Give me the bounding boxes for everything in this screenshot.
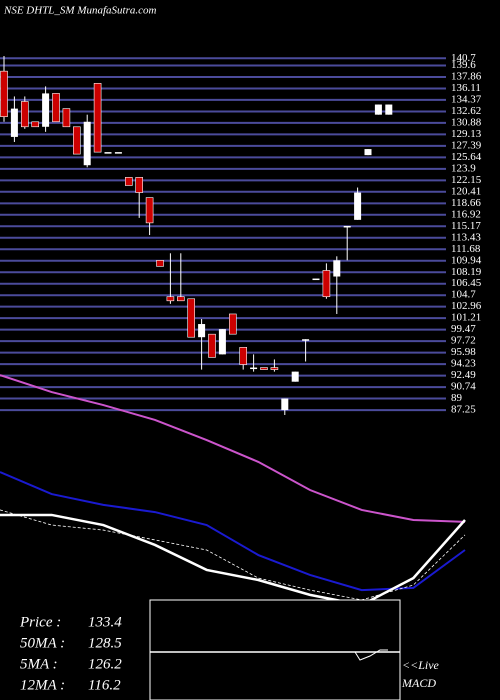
y-tick-label: 104.7 xyxy=(451,289,476,301)
ma-line xyxy=(0,509,466,601)
ma-line xyxy=(0,471,466,592)
candle-body xyxy=(218,329,226,355)
candle-body xyxy=(354,192,362,220)
y-tick-label: 95.98 xyxy=(451,346,476,358)
candle-body xyxy=(166,296,175,302)
candle-body xyxy=(42,93,50,127)
y-tick-label: 137.86 xyxy=(451,70,482,82)
live-label: <<Live xyxy=(402,658,440,672)
y-tick-label: 97.72 xyxy=(451,335,476,347)
candle-body xyxy=(125,177,133,186)
candle-body xyxy=(62,108,71,128)
candle-body xyxy=(270,367,279,370)
candle-body xyxy=(322,270,331,298)
chart-title: NSE DHTL_SM MunafaSutra.com xyxy=(3,5,157,17)
y-tick-label: 122.15 xyxy=(451,174,482,186)
candle-body xyxy=(302,339,310,341)
y-tick-label: 99.47 xyxy=(451,323,476,335)
readout-label: Price : xyxy=(19,614,61,630)
y-tick-label: 87.25 xyxy=(451,404,476,416)
candle-body xyxy=(10,108,18,137)
y-tick-label: 101.21 xyxy=(451,312,481,324)
candle-body xyxy=(52,93,60,123)
macd-label: MACD xyxy=(401,676,436,690)
readout-label: 5MA : xyxy=(20,656,58,672)
y-tick-label: 118.66 xyxy=(451,197,481,209)
y-tick-label: 115.17 xyxy=(451,220,481,232)
readout-value: 128.5 xyxy=(88,635,122,651)
y-tick-label: 125.64 xyxy=(451,151,482,163)
candle-body xyxy=(31,121,40,128)
y-tick-label: 106.45 xyxy=(451,277,482,289)
readout-value: 126.2 xyxy=(88,656,122,672)
candle-body xyxy=(260,367,268,370)
readout-label: 50MA : xyxy=(20,635,65,651)
y-tick-label: 130.88 xyxy=(451,116,482,128)
y-tick-label: 90.74 xyxy=(451,381,476,393)
y-tick-label: 89 xyxy=(451,392,463,404)
candle-body xyxy=(156,260,164,267)
y-tick-label: 108.19 xyxy=(451,266,482,278)
candle-body xyxy=(385,104,393,115)
macd-signal xyxy=(354,649,388,661)
candle-body xyxy=(104,152,112,154)
y-tick-label: 134.37 xyxy=(451,93,482,105)
y-tick-label: 140.7 xyxy=(451,52,476,64)
y-tick-label: 102.96 xyxy=(451,300,482,312)
candle-body xyxy=(374,104,382,115)
y-tick-label: 111.68 xyxy=(451,243,481,255)
y-tick-label: 94.23 xyxy=(451,358,476,370)
y-tick-label: 127.39 xyxy=(451,139,482,151)
candle-body xyxy=(20,101,29,128)
candle-body xyxy=(239,347,247,365)
candle-body xyxy=(145,197,154,224)
candle-body xyxy=(198,324,206,338)
candle-body xyxy=(343,225,351,228)
candle-body xyxy=(250,367,258,370)
readout-value: 133.4 xyxy=(88,614,122,630)
candle-body xyxy=(187,298,195,338)
y-tick-label: 136.11 xyxy=(451,82,481,94)
readout-value: 116.2 xyxy=(88,677,121,693)
ma-line xyxy=(0,513,466,607)
macd-panel xyxy=(149,599,401,700)
candle-body xyxy=(114,152,122,154)
y-tick-label: 109.94 xyxy=(451,254,482,266)
candle-body xyxy=(177,296,185,302)
candle-body xyxy=(0,70,8,118)
candle-body xyxy=(364,149,372,156)
candle-body xyxy=(229,313,237,335)
y-tick-label: 139.6 xyxy=(451,59,476,71)
y-tick-label: 123.9 xyxy=(451,162,476,174)
readout-label: 12MA : xyxy=(20,677,65,693)
candle-body xyxy=(208,333,216,358)
candle-body xyxy=(83,121,91,166)
candle-body xyxy=(312,278,320,281)
ma-line xyxy=(0,374,466,523)
candle-body xyxy=(73,126,81,155)
candle-body xyxy=(291,371,299,382)
y-tick-label: 120.41 xyxy=(451,185,481,197)
candle-body xyxy=(281,398,289,411)
candle-body xyxy=(135,177,143,193)
y-tick-label: 129.13 xyxy=(451,128,482,140)
y-tick-label: 116.92 xyxy=(451,208,481,220)
candle-body xyxy=(93,83,102,153)
y-tick-label: 113.43 xyxy=(451,231,481,243)
y-tick-label: 132.62 xyxy=(451,105,481,117)
candle-body xyxy=(333,260,341,277)
y-tick-label: 92.49 xyxy=(451,369,476,381)
